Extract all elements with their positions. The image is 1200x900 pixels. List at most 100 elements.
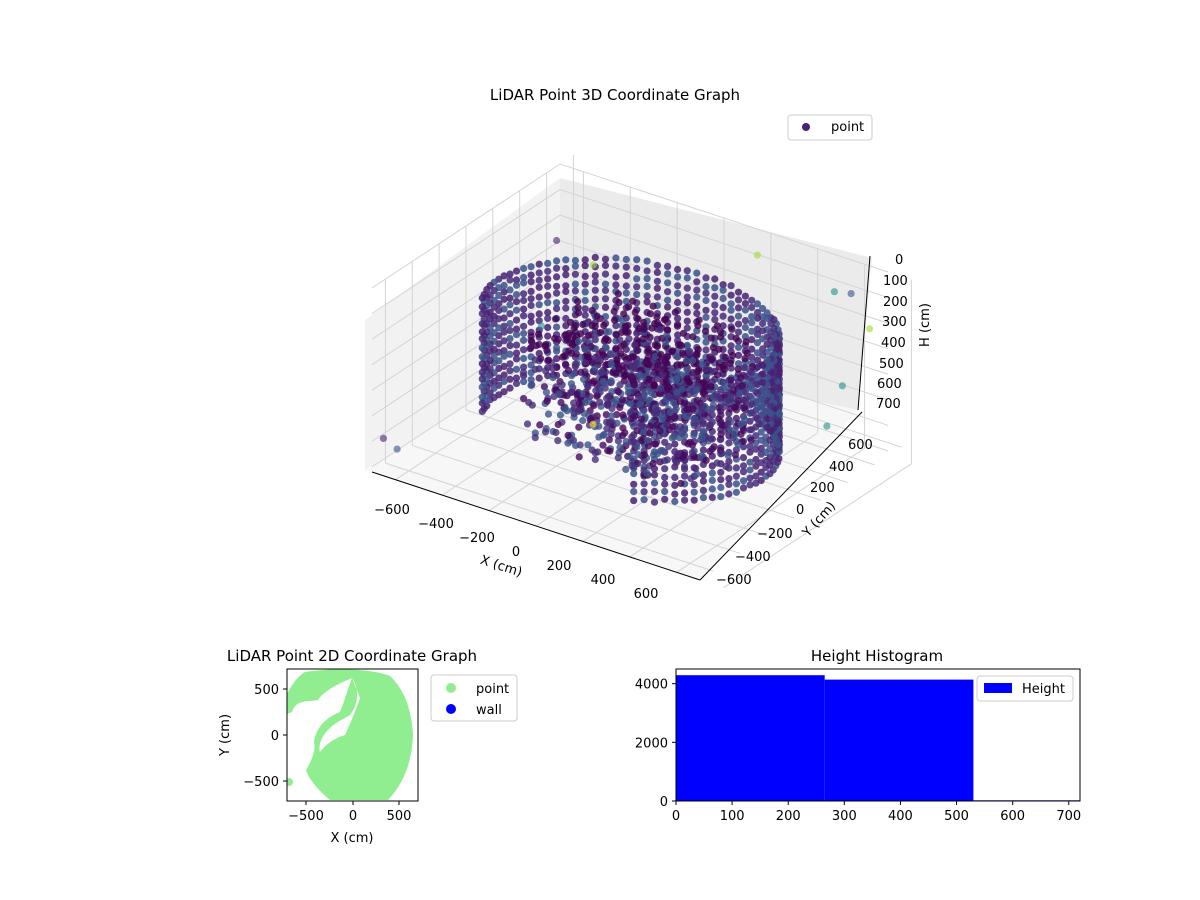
point-3d [520, 363, 528, 371]
point-3d-outlier [847, 290, 855, 298]
point-3d [520, 312, 528, 320]
point-3d [650, 479, 659, 487]
point-3d [601, 261, 610, 270]
point-3d [767, 320, 775, 328]
point-3d [759, 385, 767, 394]
point-3d [506, 384, 514, 392]
histogram-title: Height Histogram [811, 647, 943, 665]
point-3d [625, 335, 633, 343]
point-3d [640, 480, 648, 488]
point-3d [720, 365, 729, 373]
point-3d [665, 392, 673, 400]
point-3d [748, 394, 756, 402]
point-3d [531, 365, 539, 373]
point-3d [650, 381, 658, 389]
point-3d [591, 455, 599, 464]
point-3d [653, 261, 662, 269]
point-3d [639, 407, 647, 415]
point-3d [612, 281, 620, 289]
point-3d [740, 364, 748, 372]
point-3d [588, 359, 596, 367]
point-3d [728, 325, 736, 333]
point-3d [601, 280, 610, 288]
point-3d [581, 262, 589, 270]
point-3d [746, 481, 754, 489]
point-3d [553, 323, 561, 331]
point-3d [693, 302, 701, 311]
point-3d [553, 299, 561, 307]
point-3d [601, 286, 610, 294]
point-3d [706, 447, 714, 455]
point-3d [646, 310, 655, 318]
point-3d [702, 365, 710, 374]
point-3d [597, 369, 606, 377]
point-3d [664, 279, 672, 287]
point-3d [605, 436, 613, 444]
point-3d [633, 264, 641, 273]
point-3d [659, 414, 667, 422]
point-3d [562, 256, 570, 264]
point-3d [544, 308, 552, 317]
point-3d [665, 442, 673, 450]
legend-histogram-box [976, 675, 1074, 702]
point-3d [712, 391, 721, 399]
chart-3d-title: LiDAR Point 3D Coordinate Graph [490, 86, 740, 104]
z-axis-line [857, 255, 871, 411]
point-3d [683, 375, 691, 383]
point-3d-outlier [830, 288, 839, 296]
point-3d [734, 343, 743, 351]
point-3d [601, 295, 610, 303]
point-3d [719, 294, 727, 303]
point-3d [520, 378, 528, 386]
point-3d [702, 338, 710, 346]
point-3d [478, 375, 486, 383]
point-3d [512, 298, 521, 306]
point-3d [724, 452, 732, 460]
point-3d [664, 296, 672, 304]
point-3d [478, 303, 486, 311]
point-3d [702, 346, 710, 354]
point-3d [478, 353, 486, 361]
point-3d [663, 331, 671, 339]
point-3d [506, 350, 514, 358]
point-3d [500, 288, 508, 296]
point-3d [715, 415, 723, 423]
point-3d [590, 377, 598, 385]
point-3d [563, 336, 572, 344]
point-3d [495, 291, 503, 300]
legend-histogram-swatch [984, 683, 1012, 693]
point-3d [738, 382, 746, 390]
point-3d [579, 320, 587, 329]
histogram-bar [676, 675, 825, 801]
point-3d [571, 287, 580, 295]
point-3d [564, 431, 572, 439]
point-3d [748, 400, 756, 408]
point-3d [678, 385, 686, 393]
point-3d [727, 300, 735, 308]
point-3d [702, 274, 710, 282]
point-3d [759, 319, 767, 328]
point-3d [732, 472, 741, 480]
point-3d-outlier [379, 434, 387, 442]
point-3d [527, 332, 535, 340]
point-3d [636, 371, 644, 379]
point-3d [752, 455, 760, 464]
y-tick-label: 400 [829, 460, 854, 475]
point-3d [619, 411, 627, 419]
point-3d [597, 328, 605, 337]
left-pane [365, 178, 560, 470]
point-3d [601, 255, 610, 263]
y-tick-label: −200 [757, 527, 793, 542]
point-3d [575, 423, 583, 431]
point-3d [527, 287, 535, 295]
point-3d [643, 267, 651, 275]
point-3d [577, 368, 585, 376]
legend-2d-swatch-wall [446, 704, 456, 714]
point-3d-outlier [866, 325, 874, 333]
point-3d [702, 456, 710, 464]
point-3d [746, 474, 754, 482]
point-3d [478, 335, 486, 343]
point-3d [681, 472, 689, 480]
x2d-ticks: −500 0 500 [288, 801, 411, 824]
point-3d [478, 368, 486, 377]
